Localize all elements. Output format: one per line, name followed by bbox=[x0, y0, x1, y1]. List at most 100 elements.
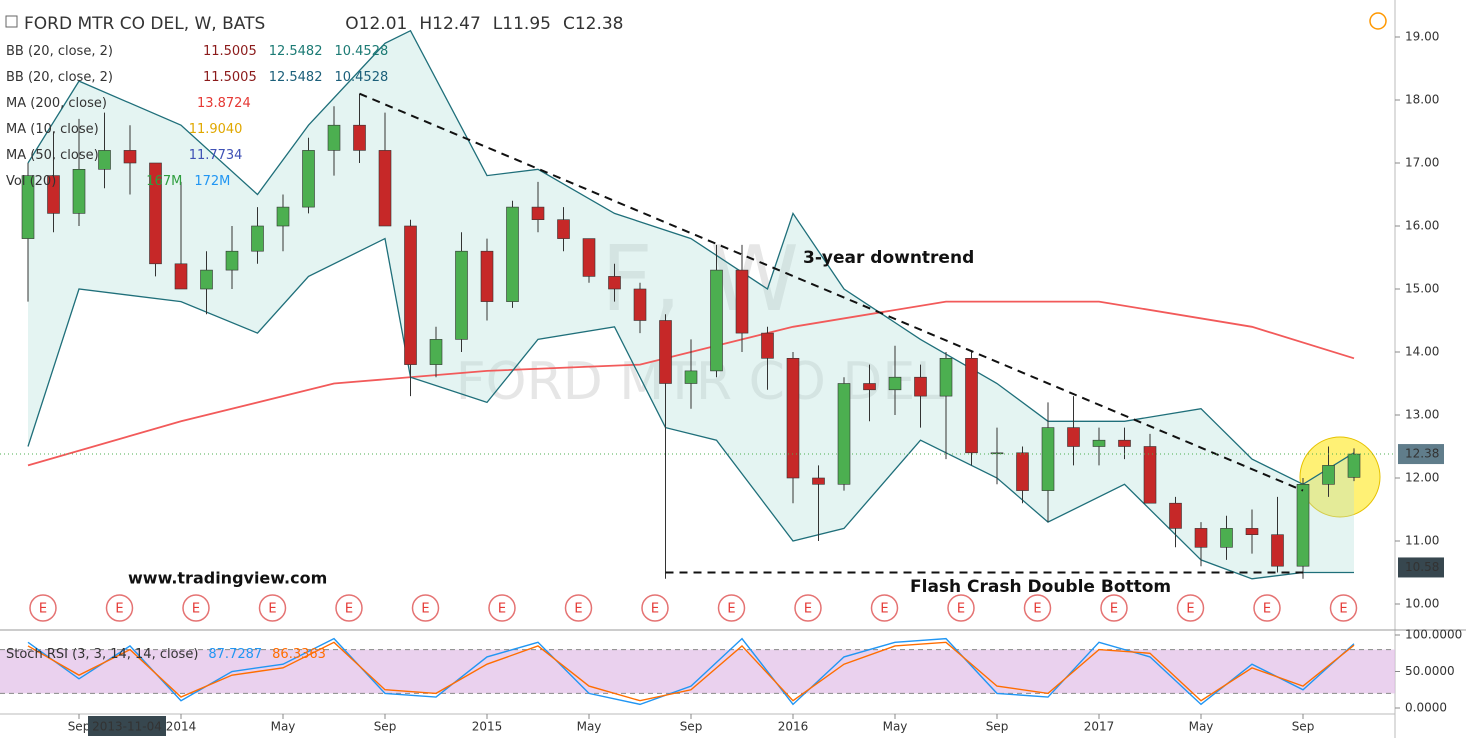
price-label-box bbox=[1398, 557, 1444, 578]
earnings-label: E bbox=[1033, 602, 1041, 617]
candle-body bbox=[302, 150, 315, 208]
earnings-marker bbox=[947, 594, 975, 622]
candle-body bbox=[608, 276, 621, 290]
candle-body bbox=[404, 225, 417, 365]
earnings-marker bbox=[717, 594, 746, 622]
earnings-label: E bbox=[1186, 602, 1194, 617]
osc-name: Stoch RSI (3, 3, 14, 14, close) bbox=[6, 647, 198, 662]
y-tick-label: 16.00 bbox=[1405, 219, 1439, 233]
indicator-legend: MA (50, close) 11.7734 bbox=[6, 148, 242, 163]
indicator-value: 172M bbox=[194, 174, 230, 189]
earnings-marker bbox=[1329, 594, 1358, 622]
earnings-label: E bbox=[727, 602, 735, 617]
candle-body bbox=[72, 169, 86, 214]
indicator-name: MA (10, close) bbox=[6, 122, 99, 137]
candle-body bbox=[582, 238, 596, 277]
osc-y-tick-label: 0.0000 bbox=[1405, 701, 1447, 715]
y-tick-label: 19.00 bbox=[1405, 30, 1439, 44]
earnings-marker bbox=[258, 594, 287, 622]
indicator-value: 11.9040 bbox=[189, 122, 243, 137]
candle-body bbox=[1245, 528, 1259, 536]
annotation: Flash Crash Double Bottom bbox=[910, 577, 1171, 597]
candle-body bbox=[123, 150, 137, 164]
candle-body bbox=[633, 288, 647, 321]
earnings-marker bbox=[870, 594, 899, 622]
candle-body bbox=[990, 452, 1004, 455]
indicator-value: 10.4528 bbox=[334, 70, 388, 85]
candle-body bbox=[531, 206, 545, 221]
indicator-value: 12.5482 bbox=[269, 70, 323, 85]
candle-body bbox=[684, 370, 698, 384]
candle-body bbox=[1016, 452, 1029, 491]
earnings-marker bbox=[411, 594, 440, 622]
earnings-label: E bbox=[804, 602, 812, 617]
candle-body bbox=[276, 206, 290, 227]
x-tick-label: May bbox=[883, 720, 908, 734]
candle-body bbox=[1271, 534, 1284, 567]
indicator-legend: Vol (20) 167M 172M bbox=[6, 174, 230, 189]
price-label: 10.58 bbox=[1405, 560, 1439, 574]
x-tick-label: Sep bbox=[68, 720, 91, 734]
candle-body bbox=[786, 357, 800, 479]
indicator-value: 11.7734 bbox=[189, 148, 243, 163]
indicator-value: 10.4528 bbox=[334, 44, 388, 59]
earnings-marker bbox=[641, 594, 669, 622]
candle-body bbox=[812, 477, 825, 485]
earnings-label: E bbox=[651, 602, 659, 617]
x-tick-label: 2014 bbox=[166, 720, 197, 734]
candle-body bbox=[914, 376, 927, 397]
indicator-value: 12.5482 bbox=[269, 44, 323, 59]
candle-body bbox=[327, 124, 341, 151]
indicator-legend: MA (200, close) 13.8724 bbox=[6, 96, 251, 111]
earnings-label: E bbox=[574, 602, 582, 617]
ohlc-value: 12.01 bbox=[359, 14, 408, 34]
osc-y-tick-label: 50.0000 bbox=[1405, 664, 1455, 678]
osc-value: 86.3363 bbox=[272, 647, 326, 662]
series-line bbox=[27, 237, 1354, 580]
earnings-label: E bbox=[1263, 602, 1271, 617]
indicator-legend: MA (10, close) 11.9040 bbox=[6, 122, 242, 137]
x-tick-label: May bbox=[577, 720, 602, 734]
earnings-label: E bbox=[498, 602, 506, 617]
y-tick-label: 11.00 bbox=[1405, 534, 1439, 548]
trend-line bbox=[359, 92, 1304, 492]
osc-line bbox=[27, 641, 1355, 702]
candle-body bbox=[557, 219, 570, 239]
earnings-marker bbox=[794, 594, 822, 622]
candle-body bbox=[888, 376, 902, 391]
earnings-label: E bbox=[115, 602, 123, 617]
indicator-value: 11.5005 bbox=[203, 70, 257, 85]
ohlc-value: 12.38 bbox=[575, 14, 624, 34]
earnings-label: E bbox=[345, 602, 353, 617]
symbol-title: FORD MTR CO DEL, W, BATS bbox=[24, 14, 265, 34]
candle-body bbox=[863, 383, 876, 391]
x-tick-label: May bbox=[271, 720, 296, 734]
candle-body bbox=[98, 150, 111, 170]
watermark-name: FORD MTR CO DEL bbox=[456, 352, 944, 412]
indicator-name: Vol (20) bbox=[6, 174, 56, 189]
candle-body bbox=[1143, 446, 1157, 504]
annotation: 3-year downtrend bbox=[803, 248, 974, 268]
earnings-marker bbox=[335, 594, 363, 622]
candle-body bbox=[1194, 528, 1208, 548]
indicator-value: 11.5005 bbox=[203, 44, 257, 59]
bb-fill bbox=[28, 30, 1354, 579]
y-tick-label: 17.00 bbox=[1405, 156, 1439, 170]
ohlc-key: O bbox=[345, 14, 358, 34]
candle-body bbox=[506, 206, 519, 302]
ohlc-key: C bbox=[563, 14, 575, 34]
candle-body bbox=[1067, 427, 1080, 447]
y-tick-label: 18.00 bbox=[1405, 93, 1439, 107]
indicator-name: MA (50, close) bbox=[6, 148, 99, 163]
candle-body bbox=[429, 339, 443, 365]
indicator-legend: BB (20, close, 2) 11.5005 12.5482 10.4528 bbox=[6, 44, 388, 59]
x-tick-label: 2015 bbox=[472, 720, 503, 734]
earnings-marker bbox=[564, 594, 593, 622]
y-tick-label: 12.00 bbox=[1405, 471, 1439, 485]
y-tick-label: 15.00 bbox=[1405, 282, 1439, 296]
collapse-box bbox=[5, 15, 18, 28]
candle-body bbox=[1092, 439, 1106, 447]
candle-body bbox=[735, 269, 749, 334]
earnings-label: E bbox=[1339, 602, 1347, 617]
